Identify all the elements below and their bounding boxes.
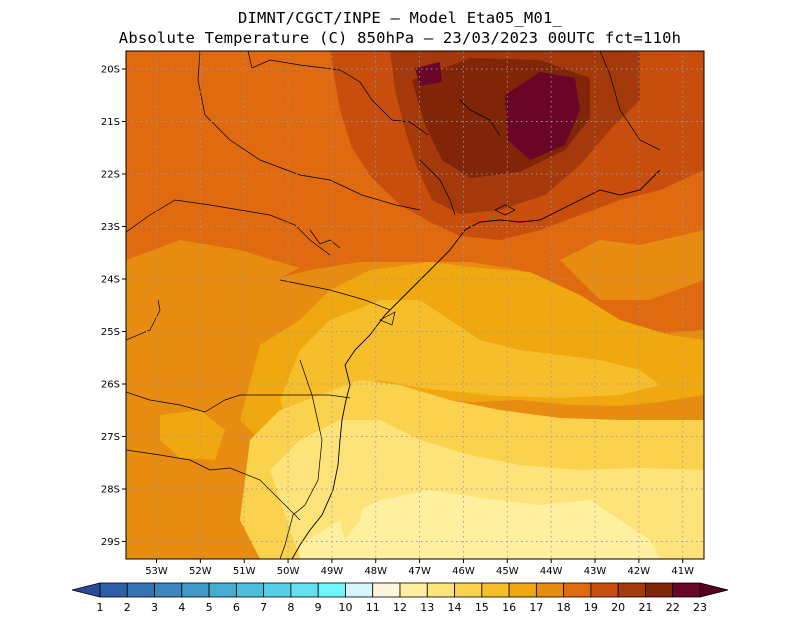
colorbar-swatch	[590, 582, 619, 598]
colorbar-label: 3	[151, 601, 158, 614]
colorbar-label: 16	[502, 601, 516, 614]
lon-tick-label: 42W	[628, 566, 651, 577]
colorbar-label: 18	[557, 601, 571, 614]
colorbar-label: 5	[206, 601, 213, 614]
field-15-16	[280, 300, 660, 430]
colorbar-label: 11	[366, 601, 380, 614]
field-18-east	[560, 230, 704, 300]
colorbar-label: 7	[260, 601, 267, 614]
lon-tick-label: 47W	[408, 566, 431, 577]
colorbar-label: 4	[178, 601, 185, 614]
colorbar-swatch	[563, 582, 592, 598]
axis-ticks: 53W 52W 51W 50W 49W 48W 47W 46W 45W 44W 43W 42W 41W 2…	[101, 65, 694, 578]
lat-tick-label: 28S	[101, 485, 120, 496]
field-23-small	[415, 62, 442, 86]
colorbar-swatch	[426, 582, 455, 598]
colorbar-swatch	[481, 582, 510, 598]
colorbar-label: 2	[124, 601, 131, 614]
bay-detail-2	[379, 311, 396, 326]
lat-tick-label: 20S	[101, 65, 120, 76]
field-18-patch	[126, 240, 300, 312]
lon-tick-label: 44W	[540, 566, 563, 577]
lon-tick-label: 50W	[277, 566, 300, 577]
field-16-west	[160, 410, 225, 460]
colorbar-swatch	[317, 582, 346, 598]
colorbar-label: 15	[475, 601, 489, 614]
colorbar-arrow-high	[699, 582, 729, 598]
map-frame	[125, 50, 705, 560]
gridlines	[126, 51, 704, 559]
title-line-1: DIMNT/CGCT/INPE – Model Eta05_M01_	[237, 9, 563, 27]
colorbar-swatch	[126, 582, 155, 598]
lat-tick-label: 29S	[101, 537, 120, 548]
lat-tick-label: 21S	[101, 117, 120, 128]
lon-tick-label: 53W	[145, 566, 168, 577]
lon-tick-label: 41W	[671, 566, 694, 577]
colorbar-label: 10	[338, 601, 352, 614]
state-borders	[126, 51, 661, 559]
colorbar-swatch	[181, 582, 210, 598]
colorbar-label: 8	[287, 601, 294, 614]
colorbar-swatch	[345, 582, 374, 598]
lon-tick-label: 48W	[364, 566, 387, 577]
lon-tick-label: 51W	[233, 566, 256, 577]
colorbar: 1 2 3 4 5 6 7 8 9 10 11 12 13 14 15 16 17 18 19 20 21 22 23	[71, 582, 729, 614]
lon-tick-label: 52W	[189, 566, 212, 577]
colorbar-label: 23	[693, 601, 707, 614]
colorbar-label: 9	[315, 601, 322, 614]
colorbar-label: 21	[638, 601, 652, 614]
lat-tick-label: 24S	[101, 275, 120, 286]
colorbar-arrow-low	[71, 582, 101, 598]
colorbar-label: 12	[393, 601, 407, 614]
colorbar-swatch	[672, 582, 701, 598]
lat-tick-label: 23S	[101, 222, 120, 233]
colorbar-swatch	[208, 582, 237, 598]
lon-tick-label: 49W	[321, 566, 344, 577]
colorbar-label: 19	[584, 601, 598, 614]
colorbar-label: 13	[420, 601, 434, 614]
lat-tick-label: 25S	[101, 327, 120, 338]
bay-detail	[494, 204, 516, 216]
coastline	[291, 169, 661, 559]
colorbar-label: 6	[233, 601, 240, 614]
colorbar-swatch	[99, 582, 128, 598]
lat-tick-label: 26S	[101, 380, 120, 391]
colorbar-swatch	[645, 582, 674, 598]
field-23	[505, 72, 580, 160]
colorbar-swatch	[399, 582, 428, 598]
colorbar-swatch	[290, 582, 319, 598]
colorbar-swatch	[235, 582, 265, 598]
lat-tick-label: 22S	[101, 170, 120, 181]
colorbar-swatch	[617, 582, 646, 598]
colorbar-label: 1	[97, 601, 104, 614]
temperature-field	[126, 51, 704, 559]
colorbar-swatch	[154, 582, 183, 598]
lon-tick-label: 45W	[496, 566, 519, 577]
colorbar-swatch	[508, 582, 537, 598]
title-line-2: Absolute Temperature (C) 850hPa – 23/03/…	[118, 29, 682, 47]
lat-tick-label: 27S	[101, 432, 120, 443]
colorbar-swatch	[263, 582, 292, 598]
colorbar-swatch	[454, 582, 483, 598]
field-12-13	[300, 490, 660, 559]
colorbar-label: 22	[666, 601, 680, 614]
lon-tick-label: 43W	[584, 566, 607, 577]
colorbar-swatch	[372, 582, 401, 598]
colorbar-label: 14	[448, 601, 462, 614]
colorbar-swatch	[535, 582, 565, 598]
lon-tick-label: 46W	[452, 566, 475, 577]
field-13-coast	[335, 430, 370, 540]
colorbar-label: 17	[529, 601, 543, 614]
field-13-east	[600, 470, 704, 559]
colorbar-label: 20	[611, 601, 625, 614]
